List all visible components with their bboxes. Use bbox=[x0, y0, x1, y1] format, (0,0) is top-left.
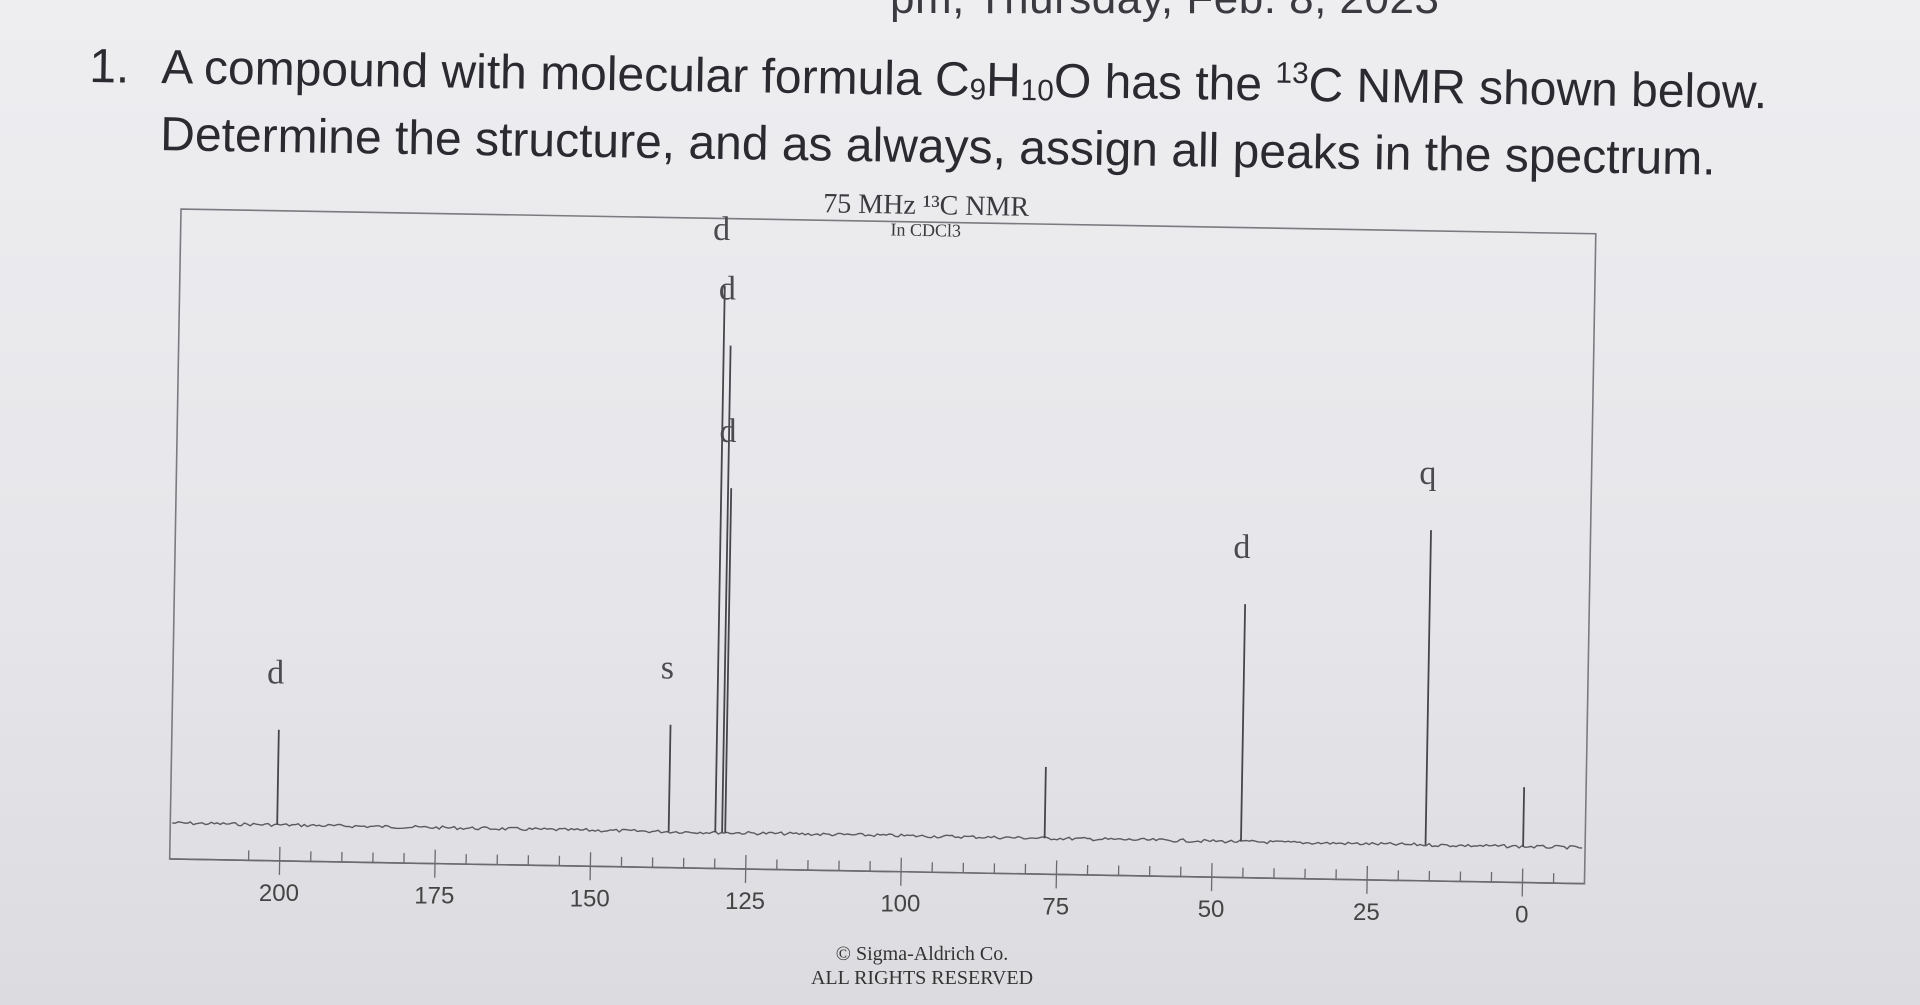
copyright-line1: © Sigma-Aldrich Co. bbox=[836, 943, 1008, 965]
peak-137.5 bbox=[667, 724, 672, 832]
peak-128.9 bbox=[721, 345, 732, 833]
spectrum-peaks bbox=[276, 286, 1526, 847]
peak-128.4 bbox=[724, 488, 733, 833]
spectrum-baseline bbox=[172, 821, 1583, 850]
spectrum-frame bbox=[168, 208, 1597, 885]
tick-label-125: 125 bbox=[725, 888, 765, 915]
chart-subtitle: In CDCl3 bbox=[890, 219, 961, 240]
multiplicity-label-130: d bbox=[713, 211, 730, 248]
frame-border bbox=[168, 208, 1597, 885]
axis-line bbox=[169, 858, 1585, 885]
copyright-line2: ALL RIGHTS RESERVED bbox=[811, 967, 1033, 989]
tick-label-175: 175 bbox=[414, 883, 454, 910]
peak-15.7 bbox=[1424, 530, 1432, 845]
header-date-fragment: pm, Thursday, Feb. 8, 2023 bbox=[890, 0, 1439, 24]
tick-label-200: 200 bbox=[259, 880, 299, 907]
multiplicity-label-128.4: d bbox=[720, 413, 737, 450]
tick-label-75: 75 bbox=[1042, 893, 1069, 920]
tick-label-50: 50 bbox=[1198, 896, 1225, 923]
peak-0 bbox=[1522, 787, 1526, 847]
tick-label-150: 150 bbox=[570, 885, 610, 912]
ppm-axis: 200 175 150 125 100 75 50 25 0 bbox=[169, 846, 1585, 929]
peak-200.5 bbox=[276, 729, 280, 825]
chart-title: 75 MHz ¹³C NMR bbox=[823, 188, 1030, 223]
peak-45.4 bbox=[1240, 604, 1247, 842]
peak-77 bbox=[1043, 766, 1047, 839]
multiplicity-label-15.7: q bbox=[1419, 455, 1436, 492]
multiplicity-label-128.9: d bbox=[719, 271, 736, 308]
peak-130 bbox=[714, 286, 726, 833]
tick-label-25: 25 bbox=[1353, 899, 1380, 926]
multiplicity-label-200.5: d bbox=[267, 655, 284, 692]
tick-label-0: 0 bbox=[1515, 902, 1528, 929]
multiplicity-label-45.4: d bbox=[1233, 529, 1250, 566]
multiplicity-label-137.5: s bbox=[661, 650, 674, 687]
tick-label-100: 100 bbox=[880, 891, 920, 918]
noise-baseline bbox=[172, 821, 1583, 850]
